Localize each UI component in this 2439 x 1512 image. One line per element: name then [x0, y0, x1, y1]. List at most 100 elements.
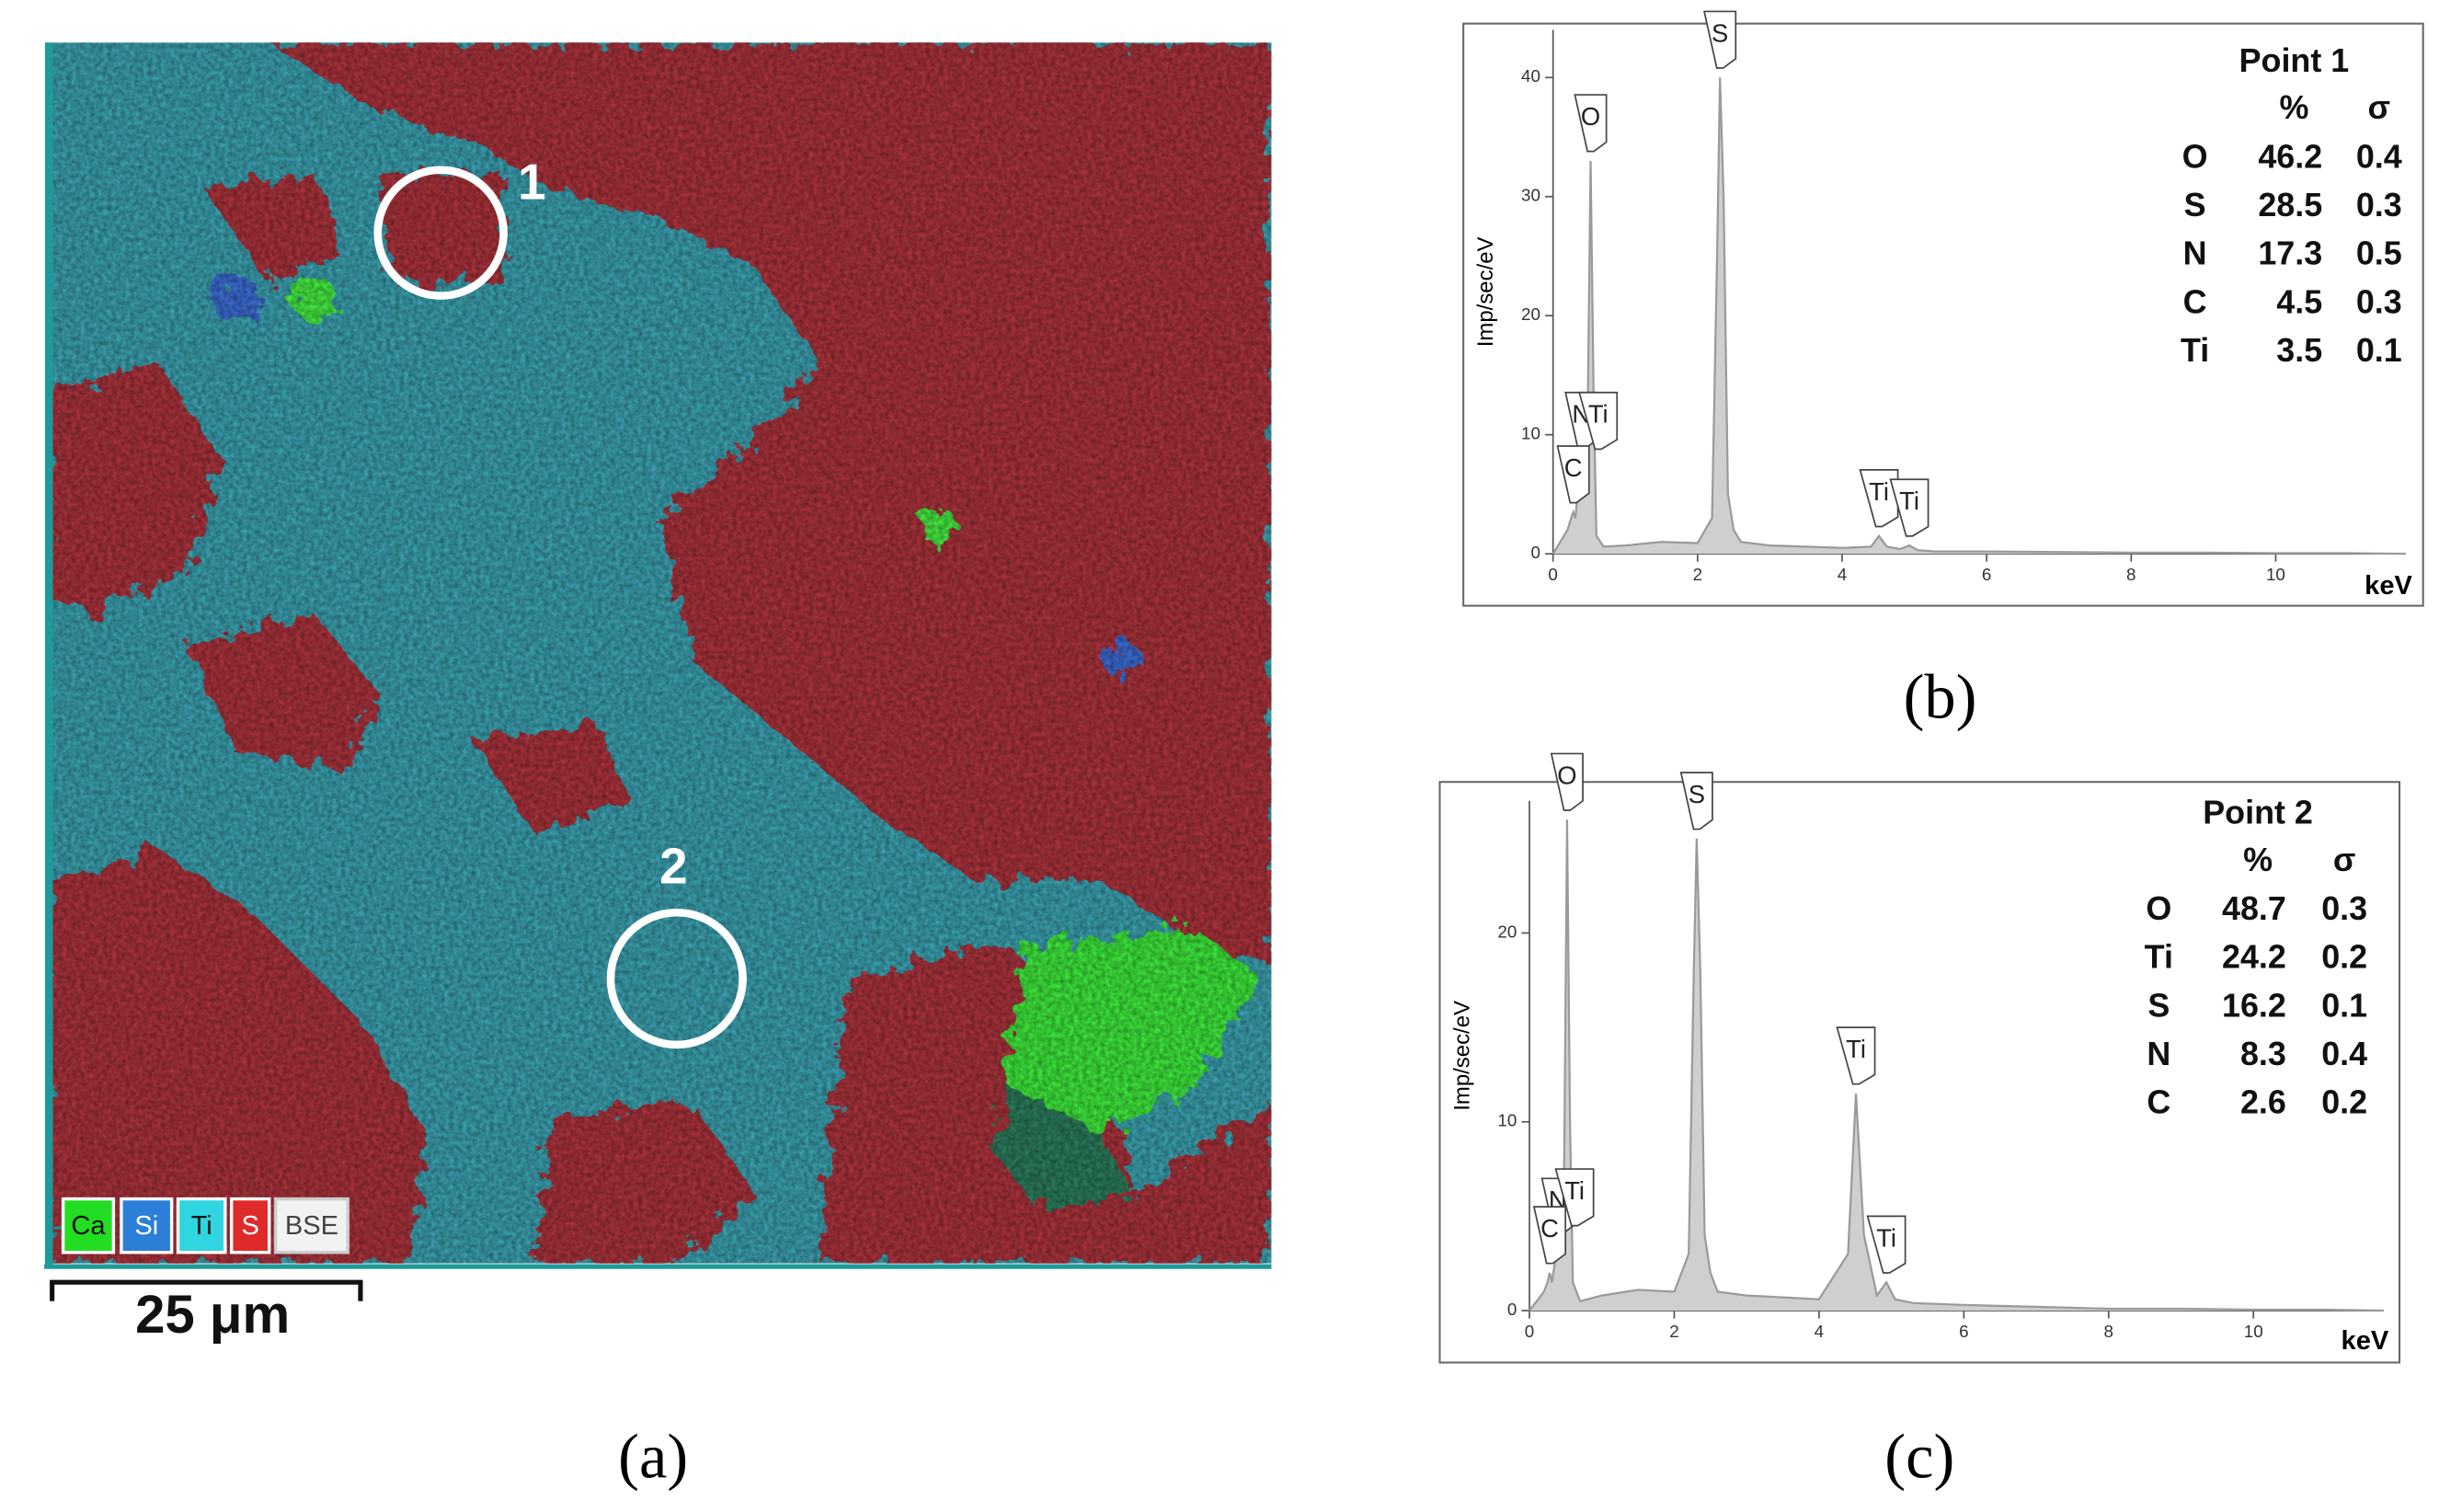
- x-tick-label: 4: [1815, 1322, 1824, 1341]
- annotation-box: [1556, 445, 1590, 504]
- y-tick-label: 0: [1531, 543, 1540, 562]
- annotation-label: S: [1689, 780, 1705, 808]
- x-tick-label: 0: [1548, 565, 1557, 584]
- peak-annotation: Ti: [1836, 1026, 1876, 1085]
- annotation-box: [1574, 94, 1608, 153]
- point-label: 1: [518, 153, 545, 210]
- peak-annotation: Ti: [1859, 469, 1899, 528]
- table-header: σ: [2333, 841, 2356, 878]
- point-label: 2: [659, 837, 687, 894]
- x-axis-label: keV: [2342, 1326, 2389, 1356]
- x-tick-label: 10: [2266, 565, 2285, 584]
- scale-bar-label: 25 μm: [135, 1285, 290, 1345]
- annotation-box: [1578, 391, 1619, 451]
- x-tick-label: 6: [1982, 565, 1991, 584]
- y-axis-label: Imp/sec/eV: [1473, 236, 1498, 347]
- annotation-label: Ti: [1869, 477, 1889, 506]
- annotation-label: C: [1564, 453, 1583, 482]
- y-tick-label: 20: [1521, 304, 1540, 324]
- peak-annotation: O: [1550, 752, 1584, 811]
- table-sigma: 0.3: [2356, 186, 2402, 223]
- y-tick-label: 20: [1497, 922, 1517, 941]
- table-element: Ti: [2181, 331, 2209, 369]
- annotation-box: [1532, 1206, 1567, 1265]
- legend-swatch: [229, 1197, 271, 1254]
- annotation-label: C: [1540, 1214, 1559, 1243]
- table-percent: 28.5: [2258, 186, 2322, 223]
- table-element: O: [2182, 137, 2208, 175]
- table-element: S: [2147, 986, 2170, 1024]
- annotation-label: Ti: [1588, 400, 1609, 429]
- table-percent: 46.2: [2258, 137, 2322, 175]
- table-percent: 2.6: [2240, 1083, 2286, 1121]
- annotation-label: O: [1581, 102, 1600, 131]
- y-tick-label: 10: [1497, 1111, 1517, 1130]
- table-sigma: 0.4: [2356, 137, 2402, 175]
- table-title: Point 1: [2239, 41, 2350, 79]
- table-percent: 16.2: [2222, 986, 2286, 1024]
- y-tick-label: 30: [1521, 186, 1540, 205]
- annotation-label: Ti: [1846, 1035, 1866, 1063]
- panel-label: (a): [618, 1422, 688, 1492]
- peak-annotation: Ti: [1554, 1168, 1595, 1227]
- peak-annotation: Ti: [1578, 391, 1619, 451]
- chart-frame: [1462, 22, 2424, 607]
- table-title: Point 2: [2203, 794, 2313, 831]
- table-percent: 48.7: [2222, 889, 2286, 927]
- x-tick-label: 8: [2126, 565, 2136, 584]
- table-element: Ti: [2145, 938, 2173, 976]
- panel-label: (b): [1904, 661, 1977, 731]
- x-tick-label: 8: [2104, 1322, 2113, 1341]
- table-percent: 24.2: [2222, 938, 2286, 976]
- annotation-box: [1550, 752, 1584, 811]
- table-sigma: 0.1: [2356, 331, 2402, 369]
- point-marker: [373, 166, 508, 300]
- table-sigma: 0.5: [2356, 235, 2402, 272]
- table-sigma: 0.4: [2321, 1035, 2367, 1072]
- annotation-box: [1859, 469, 1899, 528]
- legend-swatch: [61, 1197, 116, 1254]
- eds-map: [47, 42, 1272, 1264]
- table-percent: 8.3: [2240, 1035, 2286, 1072]
- x-tick-label: 10: [2244, 1322, 2263, 1341]
- spectrum-area: [1552, 77, 2406, 555]
- annotation-box: [1703, 10, 1737, 69]
- table-element: O: [2146, 889, 2171, 927]
- y-axis-label: Imp/sec/eV: [1449, 1001, 1474, 1111]
- x-tick-label: 4: [1838, 565, 1847, 584]
- peak-annotation: S: [1703, 10, 1737, 69]
- table-element: S: [2184, 186, 2206, 223]
- annotation-box: [1554, 1168, 1595, 1227]
- table-sigma: 0.2: [2321, 1083, 2367, 1121]
- annotation-label: O: [1557, 761, 1576, 789]
- legend-label: Si: [134, 1211, 158, 1241]
- table-element: N: [2183, 235, 2207, 272]
- y-tick-label: 40: [1521, 66, 1540, 86]
- legend-label: Ca: [71, 1211, 106, 1241]
- chart-frame: [1438, 781, 2401, 1364]
- legend-label: BSE: [285, 1211, 338, 1241]
- annotation-box: [1889, 478, 1929, 537]
- table-element: C: [2147, 1083, 2170, 1121]
- point-marker: [606, 908, 747, 1049]
- x-tick-label: 2: [1669, 1322, 1678, 1341]
- table-header: %: [2279, 88, 2308, 126]
- table-percent: 3.5: [2276, 331, 2322, 369]
- x-tick-label: 0: [1525, 1322, 1534, 1341]
- legend-label: Ti: [191, 1211, 212, 1241]
- annotation-label: Ti: [1564, 1176, 1585, 1205]
- x-axis-label: keV: [2365, 571, 2412, 601]
- table-element: C: [2183, 282, 2207, 320]
- annotation-label: S: [1712, 18, 1728, 47]
- annotation-box: [1866, 1215, 1907, 1274]
- map-texture: [47, 42, 1272, 1264]
- table-header: %: [2243, 841, 2273, 878]
- peak-annotation: S: [1679, 772, 1713, 830]
- annotation-box: [1679, 772, 1713, 830]
- table-sigma: 0.3: [2356, 282, 2402, 320]
- map-legend: Ca Si Ti S BSE: [61, 1197, 349, 1254]
- spectrum-area: [1529, 819, 2384, 1312]
